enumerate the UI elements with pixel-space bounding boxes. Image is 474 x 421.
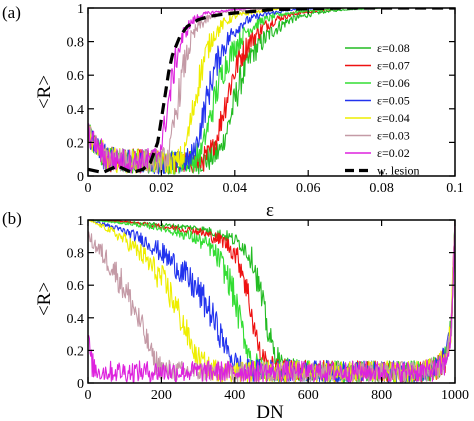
y-tick-label: 0 <box>77 377 84 392</box>
ticks: 0 0.02 0.04 0.06 0.08 0.1 0 0.2 0.4 0.6 0.8 1 <box>67 2 464 196</box>
panel-label: (a) <box>2 3 21 22</box>
panel-b: 0 200 400 600 800 1000 0 0.2 0.4 0.6 0.8 1 DN <R> (… <box>2 209 469 421</box>
series-line-7 <box>88 8 455 174</box>
legend-label: ε=0.07 <box>377 59 410 73</box>
x-tick-label: 0.08 <box>369 181 394 196</box>
legend-label: ε=0.08 <box>377 41 410 55</box>
y-tick-label: 0.4 <box>67 103 85 118</box>
y-tick-label: 0.2 <box>67 136 85 151</box>
series-line-6 <box>88 220 455 383</box>
ticks: 0 200 400 600 800 1000 0 0.2 0.4 0.6 0.8 1 <box>67 214 470 403</box>
y-tick-label: 0 <box>77 170 84 185</box>
axes-frame <box>87 7 456 177</box>
x-tick-label: 0.02 <box>149 181 174 196</box>
x-axis-label: DN <box>256 402 284 421</box>
series-line-4 <box>88 220 455 383</box>
y-tick-label: 0.8 <box>67 36 85 51</box>
legend-label: ε=0.05 <box>377 94 410 108</box>
x-tick-label: 0.04 <box>223 181 248 196</box>
y-tick-label: 0.6 <box>67 69 85 84</box>
x-tick-label: 0 <box>85 181 92 196</box>
x-axis-label: ε <box>266 200 274 221</box>
x-tick-label: 400 <box>224 388 245 403</box>
y-axis-label: <R> <box>34 282 55 316</box>
legend-label: ε=0.06 <box>377 76 410 90</box>
legend-label: ε=0.03 <box>377 129 410 143</box>
x-tick-label: 600 <box>298 388 319 403</box>
legend: ε=0.08 ε=0.07 ε=0.06 ε=0.05 ε=0.04 ε=0.03 ε=0.… <box>345 41 420 178</box>
panel-label: (b) <box>2 209 22 228</box>
y-tick-label: 0.6 <box>67 279 85 294</box>
y-tick-label: 0.2 <box>67 344 85 359</box>
y-tick-label: 1 <box>77 214 84 229</box>
legend-label: ε=0.04 <box>377 111 410 125</box>
legend-label: w. lesion <box>377 164 420 178</box>
legend-label: ε=0.02 <box>377 146 410 160</box>
x-tick-label: 0.1 <box>446 181 464 196</box>
series-line-3 <box>88 8 455 175</box>
series-layer <box>88 220 455 383</box>
x-tick-label: 200 <box>151 388 172 403</box>
y-tick-label: 0.4 <box>67 312 85 327</box>
series-line-7 <box>88 220 455 383</box>
y-axis-label: <R> <box>34 75 55 109</box>
y-tick-label: 0.8 <box>67 247 85 262</box>
x-tick-label: 0 <box>85 388 92 403</box>
x-tick-label: 800 <box>371 388 392 403</box>
y-tick-label: 1 <box>77 2 84 17</box>
series-layer <box>88 8 455 175</box>
panel-a: 0 0.02 0.04 0.06 0.08 0.1 0 0.2 0.4 0.6 0.8 1 ε <R>… <box>2 2 464 221</box>
x-tick-label: 1000 <box>441 388 469 403</box>
x-tick-label: 0.06 <box>296 181 321 196</box>
axes-frame <box>87 219 456 384</box>
